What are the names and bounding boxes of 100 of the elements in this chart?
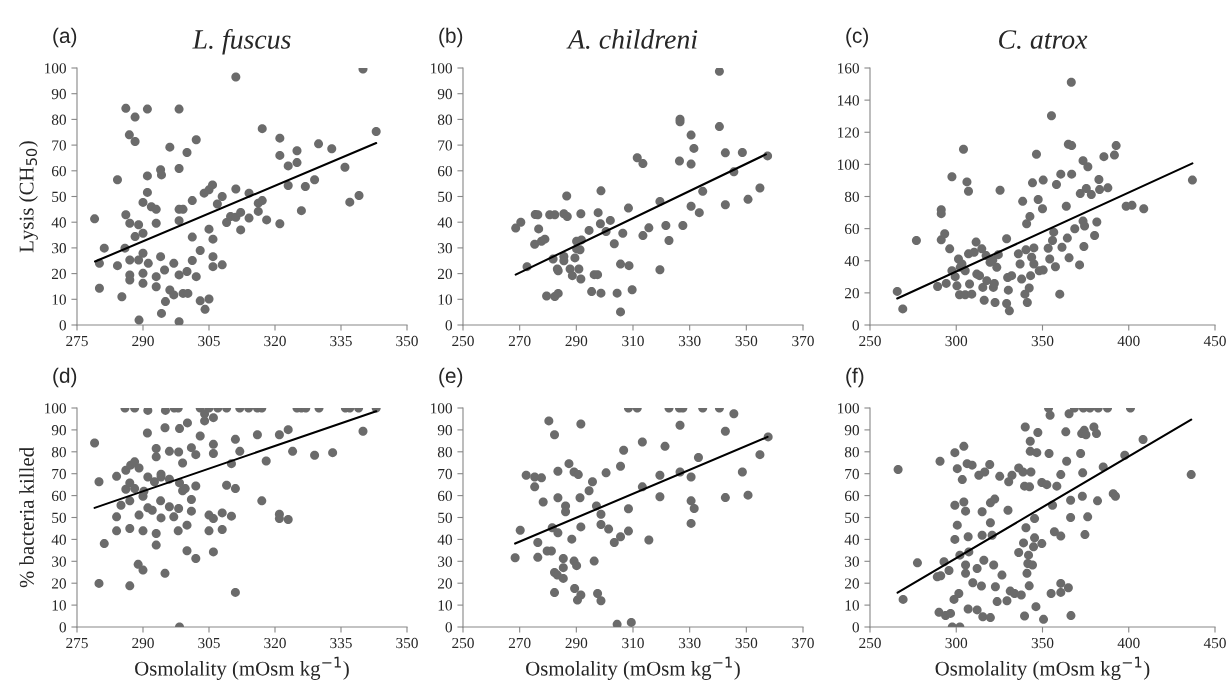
y-tick-label: 70 [438, 468, 452, 480]
y-tick-label: 100 [838, 403, 859, 414]
x-tick-label: 290 [565, 637, 588, 649]
x-axis-title: Osmolality (mOsm kg$^{−1}$) [935, 656, 1150, 680]
y-tick-label: 100 [45, 403, 66, 414]
x-tick-label: 320 [264, 335, 286, 347]
y-tick-label: 10 [845, 600, 859, 611]
y-tick-label: 40 [437, 217, 452, 228]
text: (f) [846, 367, 864, 388]
x-tick-label: 310 [622, 335, 644, 347]
y-tick-label: 70 [52, 140, 66, 151]
y-tick-label: 90 [844, 425, 859, 436]
x-tick-label: 450 [1203, 637, 1226, 649]
y-tick-label: 20 [51, 578, 66, 589]
chart-title: L. fuscus [192, 29, 291, 55]
x-tick-label: 370 [792, 637, 814, 649]
y-tick-label: 0 [852, 622, 859, 633]
y-tick-label: 70 [845, 468, 859, 480]
x-tick-label: 350 [1031, 637, 1054, 649]
x-tick-label: 400 [1117, 335, 1140, 347]
x-tick-label: 320 [264, 637, 286, 649]
x-tick-label: 270 [508, 637, 531, 649]
y-axis-title: % bacteria killed [19, 447, 34, 588]
y-tick-label: 120 [838, 127, 859, 138]
y-tick-label: 50 [845, 512, 859, 523]
x-tick-label: 250 [452, 637, 474, 649]
text: (b) [439, 27, 463, 48]
x-tick-label: 300 [945, 637, 968, 649]
text: (d) [53, 367, 77, 388]
x-tick-label: 350 [735, 335, 758, 347]
y-tick-label: 0 [59, 320, 66, 331]
y-tick-label: 30 [438, 556, 452, 567]
x-axis-title: Osmolality (mOsm kg$^{−1}$) [526, 656, 740, 680]
y-axis-title: Lysis (CH$_{50}$) [18, 141, 38, 253]
x-tick-label: 290 [132, 335, 154, 347]
y-tick-label: 80 [51, 114, 66, 125]
y-tick-label: 20 [844, 288, 859, 299]
y-tick-label: 90 [51, 88, 66, 100]
y-tick-label: 50 [52, 191, 66, 202]
y-tick-label: 30 [845, 556, 859, 567]
y-tick-label: 60 [844, 223, 859, 235]
chart-title: C. atrox [999, 30, 1088, 49]
y-tick-label: 60 [437, 165, 452, 177]
y-tick-label: 50 [52, 512, 66, 523]
y-tick-label: 50 [438, 191, 452, 202]
y-tick-label: 50 [438, 512, 452, 523]
y-tick-label: 40 [51, 534, 66, 545]
y-tick-label: 80 [437, 114, 452, 125]
y-tick-label: 10 [438, 294, 452, 305]
x-axis-title: Osmolality (mOsm kg$^{−1}$) [135, 656, 349, 680]
text: (c) [846, 27, 868, 48]
y-tick-label: 100 [431, 403, 452, 414]
x-tick-label: 350 [1031, 335, 1054, 347]
y-tick-label: 80 [844, 191, 859, 202]
y-tick-label: 80 [437, 446, 452, 458]
y-tick-label: 0 [59, 622, 66, 633]
y-tick-label: 10 [438, 600, 452, 611]
y-tick-label: 90 [51, 425, 66, 436]
y-tick-label: 90 [437, 425, 452, 436]
x-tick-label: 305 [198, 637, 220, 649]
y-tick-label: 0 [445, 622, 452, 633]
y-tick-label: 10 [52, 294, 66, 305]
text: (e) [439, 367, 463, 388]
x-tick-label: 250 [859, 637, 881, 649]
x-tick-label: 310 [622, 637, 644, 649]
y-tick-label: 60 [51, 165, 66, 177]
y-tick-label: 10 [52, 600, 66, 611]
y-tick-label: 0 [852, 320, 859, 331]
x-tick-label: 350 [396, 637, 418, 649]
x-tick-label: 250 [452, 335, 474, 347]
x-tick-label: 400 [1117, 637, 1140, 649]
y-tick-label: 40 [51, 217, 66, 228]
x-tick-label: 290 [565, 335, 588, 347]
y-tick-label: 100 [45, 63, 66, 74]
y-tick-label: 70 [438, 140, 452, 151]
text: (a) [53, 27, 77, 48]
y-tick-label: 30 [52, 243, 66, 254]
y-tick-label: 30 [438, 243, 452, 254]
y-tick-label: 80 [844, 446, 859, 458]
x-tick-label: 250 [859, 335, 881, 347]
y-tick-label: 160 [838, 63, 859, 74]
x-tick-label: 370 [792, 335, 814, 347]
y-tick-label: 0 [445, 320, 452, 331]
x-tick-label: 275 [66, 335, 88, 347]
x-tick-label: 450 [1203, 335, 1226, 347]
y-tick-label: 20 [844, 578, 859, 589]
x-tick-label: 270 [508, 335, 531, 347]
y-tick-label: 20 [437, 268, 452, 280]
y-tick-label: 90 [437, 88, 452, 100]
x-tick-label: 305 [198, 335, 220, 347]
y-tick-label: 20 [51, 268, 66, 280]
x-tick-label: 330 [678, 335, 701, 347]
y-tick-label: 80 [51, 446, 66, 458]
y-tick-label: 70 [52, 468, 66, 480]
chart-title: A. childreni [566, 29, 698, 49]
y-tick-label: 60 [51, 490, 66, 502]
y-tick-label: 20 [437, 578, 452, 589]
y-tick-label: 40 [844, 255, 859, 267]
x-tick-label: 290 [132, 637, 154, 649]
y-tick-label: 60 [844, 490, 859, 502]
